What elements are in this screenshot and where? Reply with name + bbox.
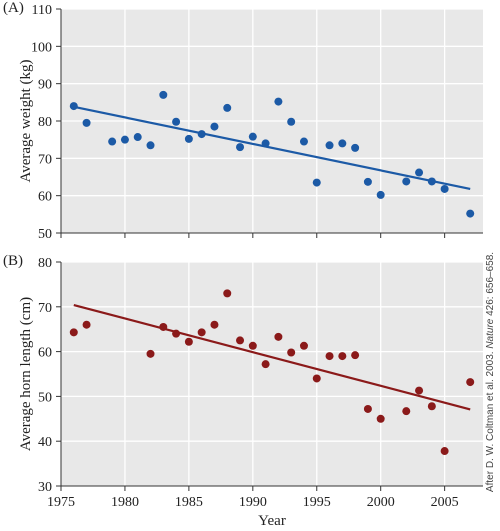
data-point [312,374,321,383]
y-tick-label: 80 [38,256,52,271]
panel-label: (B) [3,253,23,269]
data-point [402,177,411,186]
data-point [363,404,372,413]
y-tick-label: 60 [38,190,52,205]
data-point [325,352,334,361]
data-point [197,130,206,139]
x-tick-label: 1990 [239,495,267,510]
data-point [351,143,360,152]
data-point [402,407,411,416]
data-point [299,341,308,350]
credit-suffix: 426: 656–658. [485,252,496,319]
data-point [312,178,321,187]
data-point [159,90,168,99]
data-point [274,97,283,106]
data-point [236,143,245,152]
data-point [376,414,385,423]
source-credit: After D. W. Coltman et al. 2003. Nature … [485,252,496,492]
y-tick-label: 100 [31,40,52,55]
y-tick-label: 50 [38,390,52,405]
trend-line [73,105,471,191]
x-tick-label: 1995 [303,495,331,510]
data-point [146,141,155,150]
y-tick-label: 70 [38,152,52,167]
data-point [159,322,168,331]
data-point [223,289,232,298]
data-point [82,118,91,127]
data-point [133,133,142,142]
y-axis-label: Average weight (kg) [18,59,34,182]
data-point [236,336,245,345]
trend-line [73,303,471,411]
data-point [376,190,385,199]
data-point [210,320,219,329]
data-point [184,134,193,143]
data-point [184,337,193,346]
data-point [69,328,78,337]
data-point [108,137,117,146]
data-point [146,349,155,358]
data-point [223,103,232,112]
data-point [120,135,129,144]
data-point [466,378,475,387]
y-tick-label: 80 [38,115,52,130]
data-point [440,447,449,456]
data-point [261,360,270,369]
data-point [415,168,424,177]
data-point [299,137,308,146]
data-point [287,348,296,357]
data-point [172,329,181,338]
y-axis-label: Average horn length (cm) [18,297,34,451]
x-tick-label: 1980 [111,495,139,510]
data-point [427,402,436,411]
data-point [351,351,360,360]
x-tick-label: 2000 [367,495,395,510]
data-point [261,139,270,148]
data-point [427,177,436,186]
x-tick-label: 1975 [47,495,75,510]
y-tick-label: 60 [38,346,52,361]
plot-area [61,262,483,486]
data-point [69,102,78,111]
data-point [338,352,347,361]
data-point [325,141,334,150]
y-tick-label: 110 [32,3,52,18]
data-point [338,139,347,148]
x-tick-label: 1985 [175,495,203,510]
data-point [287,117,296,126]
data-point [274,332,283,341]
y-tick-label: 70 [38,301,52,316]
credit-journal: Nature [485,318,496,348]
panel-label: (A) [3,0,24,16]
y-tick-label: 30 [38,480,52,495]
chart-panel-b: 30 40 50 60 70 80 1975 1980 1985 1990 1995 2000 2005… [3,253,483,529]
y-tick-label: 50 [38,227,52,242]
y-tick-label: 90 [38,78,52,93]
data-point [82,320,91,329]
chart-panel-a: 50 60 70 80 90 100 110 Average weight (kg) (A) [3,0,483,242]
data-point [248,341,257,350]
data-point [248,132,257,141]
x-axis-label: Year [258,513,286,529]
data-point [363,177,372,186]
data-point [210,122,219,131]
y-tick-label: 40 [38,435,52,450]
data-point [197,328,206,337]
credit-prefix: After D. W. Coltman et al. 2003. [485,349,496,492]
data-point [440,184,449,193]
data-point [466,209,475,218]
data-point [415,386,424,395]
data-point [172,117,181,126]
x-tick-label: 2005 [431,495,459,510]
